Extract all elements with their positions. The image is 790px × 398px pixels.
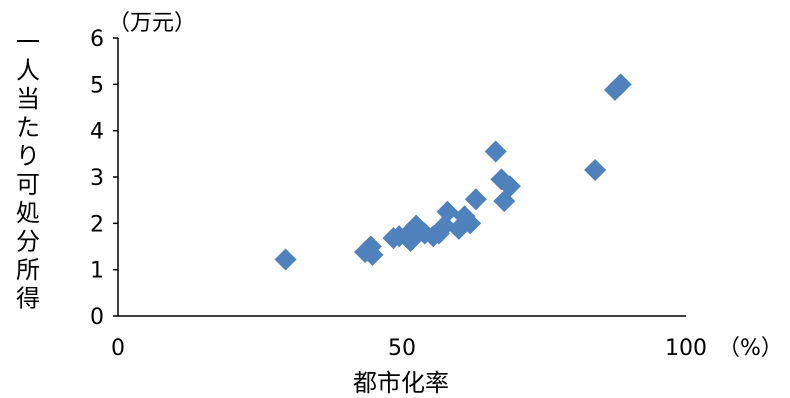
- x-tick-label: 100: [665, 336, 707, 361]
- x-axis-label: 都市化率: [353, 369, 449, 394]
- y-axis-unit: （万元）: [108, 11, 196, 36]
- x-tick-labels: 0 50 100: [111, 336, 707, 361]
- y-tick-label: 2: [90, 212, 104, 237]
- y-tick-label: 5: [90, 73, 104, 98]
- data-point-marker: [498, 175, 521, 198]
- y-tick-label: 3: [90, 166, 104, 191]
- y-tick-labels: 0 1 2 3 4 5 6: [90, 27, 118, 330]
- data-point-marker: [584, 159, 607, 182]
- y-tick-label: 4: [90, 120, 104, 145]
- x-axis-unit: （%）: [718, 336, 783, 361]
- data-points: [274, 73, 632, 271]
- y-tick-label: 0: [90, 305, 104, 330]
- y-axis-label: 一人当たり可処分所得: [16, 28, 40, 313]
- x-tick-label: 50: [388, 336, 416, 361]
- y-tick-label: 1: [90, 259, 104, 284]
- x-tick-label: 0: [111, 336, 125, 361]
- data-point-marker: [464, 188, 487, 211]
- axes: [117, 38, 686, 317]
- y-tick-label: 6: [90, 27, 104, 52]
- data-point-marker: [459, 212, 482, 235]
- data-point-marker: [361, 243, 384, 266]
- data-point-marker: [274, 248, 297, 271]
- data-point-marker: [484, 140, 507, 163]
- data-point-marker: [490, 168, 513, 191]
- data-point-marker: [436, 200, 459, 223]
- data-point-marker: [609, 73, 632, 96]
